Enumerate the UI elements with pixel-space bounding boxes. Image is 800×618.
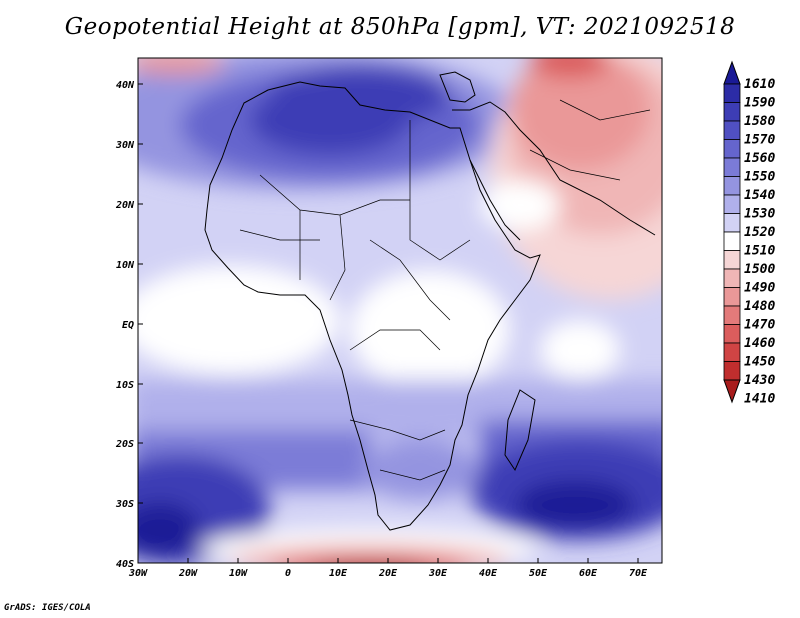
lat-label-30s: 30S bbox=[115, 499, 134, 510]
lon-label-50e: 50E bbox=[529, 568, 548, 579]
lat-label-30n: 30N bbox=[115, 140, 135, 151]
colorbar-label: 1570 bbox=[744, 133, 775, 148]
colorbar-label: 1530 bbox=[744, 207, 775, 222]
colorbar-swatch bbox=[723, 194, 741, 214]
lat-label-20s: 20S bbox=[115, 439, 134, 450]
map-title: Geopotential Height at 850hPa [gpm], VT:… bbox=[64, 14, 736, 40]
lon-labels: 30W 20W 10W 0 10E 20E 30E 40E 50E 60E 70… bbox=[128, 568, 648, 579]
colorbar-label: 1610 bbox=[744, 77, 775, 92]
colorbar-label: 1410 bbox=[744, 392, 775, 407]
colorbar-label: 1480 bbox=[744, 299, 775, 314]
colorbar-label: 1560 bbox=[744, 151, 775, 166]
colorbar-swatch bbox=[723, 361, 741, 381]
colorbar-swatch bbox=[723, 213, 741, 233]
colorbar-label: 1430 bbox=[744, 373, 775, 388]
lat-label-10n: 10N bbox=[116, 260, 135, 271]
colorbar-swatch bbox=[723, 120, 741, 140]
lat-label-eq: EQ bbox=[122, 320, 134, 331]
colorbar-swatch bbox=[723, 268, 741, 288]
colorbar-swatch bbox=[723, 324, 741, 344]
colorbar-bottom-arrow bbox=[723, 379, 741, 404]
height-field bbox=[138, 58, 662, 563]
colorbar-swatch bbox=[723, 305, 741, 325]
colorbar-label: 1510 bbox=[744, 244, 775, 259]
coastlines bbox=[204, 71, 656, 531]
colorbar-top-arrow bbox=[723, 60, 741, 85]
colorbar-label: 1540 bbox=[744, 188, 775, 203]
colorbar-swatch bbox=[723, 157, 741, 177]
plot-frame bbox=[137, 57, 663, 564]
grads-credit: GrADS: IGES/COLA bbox=[4, 603, 91, 613]
colorbar: 1610 1590 1580 1570 1560 1550 1540 1530 1520 1510… bbox=[723, 60, 775, 407]
lon-label-30w: 30W bbox=[128, 568, 148, 579]
lat-label-10s: 10S bbox=[116, 380, 134, 391]
colorbar-swatch bbox=[723, 342, 741, 362]
lon-label-60e: 60E bbox=[579, 568, 598, 579]
lat-label-20n: 20N bbox=[115, 200, 135, 211]
lat-label-40n: 40N bbox=[116, 80, 135, 91]
colorbar-swatch bbox=[723, 231, 741, 251]
colorbar-swatch bbox=[723, 102, 741, 122]
colorbar-label: 1520 bbox=[744, 225, 775, 240]
colorbar-label: 1590 bbox=[744, 96, 775, 111]
colorbar-swatch bbox=[723, 250, 741, 270]
colorbar-label: 1450 bbox=[744, 355, 775, 370]
colorbar-swatch bbox=[723, 176, 741, 196]
lon-label-20e: 20E bbox=[378, 568, 398, 579]
colorbar-swatch bbox=[723, 83, 741, 103]
lon-label-20w: 20W bbox=[178, 568, 198, 579]
colorbar-swatch bbox=[723, 287, 741, 307]
colorbar-swatch bbox=[723, 139, 741, 159]
lon-label-70e: 70E bbox=[629, 568, 648, 579]
lon-label-40e: 40E bbox=[479, 568, 498, 579]
colorbar-label: 1490 bbox=[744, 281, 775, 296]
country-borders bbox=[239, 99, 651, 481]
colorbar-label: 1470 bbox=[744, 318, 775, 333]
lon-label-0: 0 bbox=[285, 568, 291, 579]
lon-label-10w: 10W bbox=[229, 568, 248, 579]
lat-label-40s: 40S bbox=[116, 559, 134, 570]
lon-label-10e: 10E bbox=[329, 568, 348, 579]
colorbar-label: 1460 bbox=[744, 336, 775, 351]
colorbar-label: 1500 bbox=[744, 262, 775, 277]
lat-ticks bbox=[138, 83, 143, 504]
lon-ticks bbox=[187, 558, 639, 563]
colorbar-label: 1550 bbox=[744, 170, 775, 185]
lon-label-30e: 30E bbox=[428, 568, 448, 579]
lat-labels: 40N 30N 20N 10N EQ 10S 20S 30S 40S bbox=[115, 80, 135, 570]
colorbar-label: 1580 bbox=[744, 114, 775, 129]
